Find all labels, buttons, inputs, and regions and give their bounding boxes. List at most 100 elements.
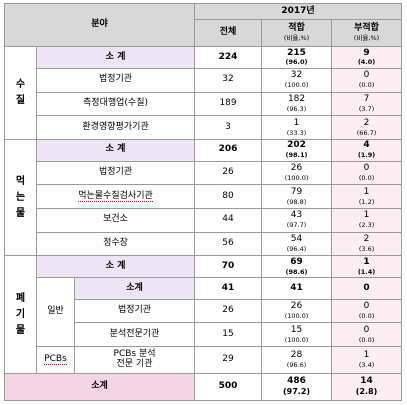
general-subtotal-pass: 41 [261,277,333,300]
row-fail: 2 (66.7) [331,115,403,141]
row-label: 환경영향평가기관 [35,115,196,141]
row-total: 26 [194,298,263,324]
category-char: 먹 [15,175,26,187]
pass-value: 32 [290,70,303,81]
subtotal-fail: 1 (1.4) [331,255,403,279]
category-char: 기 [15,308,26,320]
header-fail-ratio: (비율,%) [353,34,380,43]
pass-pct: (33.3) [286,128,307,137]
pass-value: 1 [293,117,300,128]
category-char: 물 [15,324,26,336]
header-pass-label: 적합 [288,23,305,34]
subtotal-label: 소 계 [35,255,196,279]
pass-value: 202 [287,140,306,151]
grand-total-pass: 486 (97.2) [261,372,333,402]
subtotal-total: 70 [194,255,263,279]
subtotal-total: 224 [194,46,263,69]
row-total: 3 [194,115,263,141]
row-fail: 0 (0.0) [331,67,403,93]
row-total: 29 [194,346,263,374]
waste-pcbs-label-text: PCBs [44,354,67,366]
fail-value: 9 [363,47,370,58]
waste-pcbs-label: PCBs [36,346,75,374]
category-drinking-water: 먹 는 물 [4,139,37,257]
row-total: 56 [194,231,263,257]
pass-pct: (96.6) [286,360,307,369]
waste-general-label: 일반 [36,277,75,348]
row-fail: 0 (0.0) [331,298,403,324]
row-fail: 2 (3.6) [331,231,403,257]
subtotal-label: 소 계 [35,46,196,69]
row-fail: 1 (3.4) [331,346,403,374]
fail-pct: (0.0) [358,173,375,182]
fail-pct: (1.9) [357,151,376,160]
fail-value: 14 [360,376,373,387]
row-fail: 0 (0.0) [331,322,403,348]
pass-pct: (100.0) [284,335,309,344]
row-label: 측정대행업(수질) [35,91,196,117]
fail-pct: (1.2) [358,197,375,206]
row-pass: 43 (97.7) [261,208,333,233]
general-subtotal-fail: 0 [331,277,403,300]
fail-value: 1 [363,256,370,267]
subtotal-fail: 4 (1.9) [331,139,403,162]
grand-total-label: 소계 [3,372,196,402]
pass-value: 69 [290,256,303,267]
category-water-quality: 수 질 [4,46,37,141]
row-fail: 0 (0.0) [331,160,403,186]
row-label: 먹는물수질검사기관 [35,184,196,210]
pass-value: 79 [290,186,303,197]
pcbs-label-line1: PCBs 분석 [113,349,156,360]
header-pass: 적합 (비율,%) [261,19,333,48]
row-total: 189 [194,91,263,117]
header-fail-label: 부적합 [354,23,379,34]
fail-pct: (2.8) [355,387,378,397]
row-label: 분석전문기관 [73,322,196,348]
category-char: 수 [15,79,26,91]
pass-pct: (97.7) [286,221,307,230]
row-label: 정수장 [35,231,196,257]
fail-value: 2 [363,117,370,128]
fail-value: 0 [363,324,370,335]
row-pass: 79 (98.8) [261,184,333,210]
row-fail: 1 (1.2) [331,184,403,210]
fail-pct: (0.0) [358,81,375,90]
row-total: 26 [194,160,263,186]
fail-pct: (3.7) [358,104,375,113]
pass-value: 15 [290,324,303,335]
fail-value: 1 [363,210,370,221]
fail-pct: (1.4) [357,267,376,276]
fail-value: 0 [363,70,370,81]
row-label: 법정기관 [35,67,196,93]
header-fail: 부적합 (비율,%) [331,19,403,48]
pass-value: 54 [290,234,303,245]
row-pass: 26 (100.0) [261,160,333,186]
subtotal-total: 206 [194,139,263,162]
grand-total-fail: 14 (2.8) [331,372,403,402]
pass-value: 486 [287,376,306,387]
fail-pct: (66.7) [356,128,377,137]
pass-pct: (100.0) [284,81,309,90]
pass-pct: (100.0) [284,173,309,182]
fail-value: 1 [363,350,370,361]
general-subtotal-label: 소계 [73,277,196,300]
row-total: 44 [194,208,263,233]
category-waste: 폐 기 물 [4,255,37,374]
row-pass: 54 (96.4) [261,231,333,257]
row-total: 80 [194,184,263,210]
fail-pct: (3.4) [358,360,375,369]
row-label: 보건소 [35,208,196,233]
row-total: 32 [194,67,263,93]
pass-pct: (98.6) [285,267,308,276]
pass-pct: (98.1) [285,151,308,160]
row-label: PCBs 분석 전문 기관 [73,346,196,374]
pass-value: 215 [287,47,306,58]
header-pass-ratio: (비율,%) [283,34,310,43]
fail-value: 0 [363,301,370,312]
fail-value: 0 [363,163,370,173]
pass-pct: (96.3) [286,104,307,113]
fail-value: 7 [363,93,370,104]
row-pass: 28 (96.6) [261,346,333,374]
category-char: 는 [15,191,26,203]
row-pass: 182 (96.3) [261,91,333,117]
